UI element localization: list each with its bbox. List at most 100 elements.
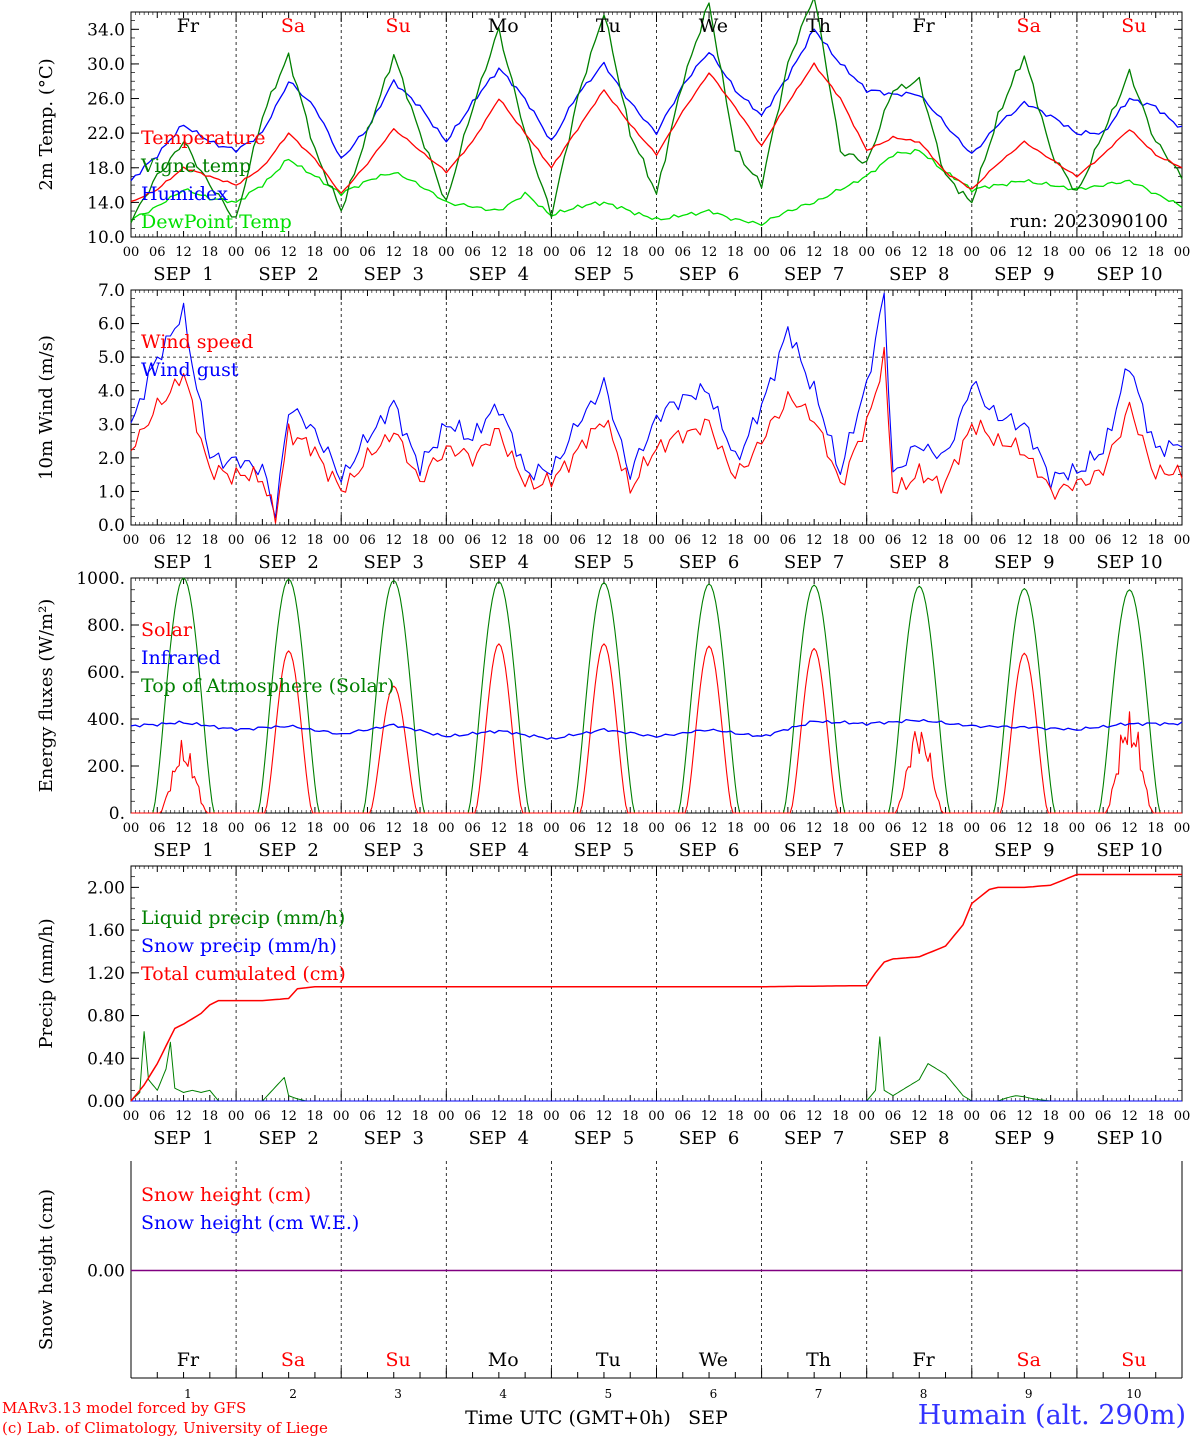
panel-layer: 10.014.018.022.026.030.034.02m Temp. (°C…	[36, 0, 1190, 1429]
solar-line	[131, 643, 1182, 814]
hour-tick-label: 12	[175, 821, 192, 836]
hour-tick-label: 00	[964, 533, 981, 548]
weekday-label: Sa	[1017, 1349, 1041, 1371]
day-number-label: 8	[920, 1387, 928, 1401]
weekday-label: Sa	[281, 15, 305, 37]
hour-tick-label: 12	[911, 1109, 928, 1124]
y-tick-label: 2.00	[87, 878, 125, 898]
date-label: SEP 8	[889, 1128, 949, 1149]
hour-tick-label: 06	[675, 533, 692, 548]
hour-tick-label: 00	[543, 533, 560, 548]
y-tick-label: 18.0	[87, 159, 125, 179]
hour-tick-label: 00	[123, 821, 140, 836]
hour-tick-label: 12	[1121, 245, 1138, 260]
date-label: SEP 1	[153, 1128, 213, 1149]
y-tick-label: 800.	[87, 616, 125, 636]
y-axis-label: Snow height (cm)	[36, 1189, 57, 1350]
panel-frame	[130, 11, 1183, 238]
date-label: SEP 3	[364, 1128, 424, 1149]
hour-tick-label: 00	[438, 821, 455, 836]
hour-tick-label: 12	[385, 821, 402, 836]
hour-tick-label: 00	[438, 1109, 455, 1124]
weekday-label: Th	[806, 1349, 831, 1371]
hour-tick-label: 12	[280, 533, 297, 548]
hour-tick-label: 18	[1147, 245, 1164, 260]
hour-tick-label: 06	[885, 533, 902, 548]
y-axis-label: Energy fluxes (W/m²)	[36, 599, 57, 793]
hour-tick-label: 06	[990, 245, 1007, 260]
hour-tick-label: 12	[280, 821, 297, 836]
hour-tick-label: 18	[1147, 1109, 1164, 1124]
hour-tick-label: 12	[491, 1109, 508, 1124]
legend-entry: Temperature	[141, 127, 265, 149]
legend-entry: Vigne temp	[140, 155, 251, 177]
hour-tick-label: 06	[464, 1109, 481, 1124]
weekday-label: Mo	[488, 1349, 519, 1371]
date-label: SEP 9	[994, 552, 1054, 573]
hour-tick-label: 06	[149, 533, 166, 548]
hour-tick-label: 18	[1042, 245, 1059, 260]
hour-tick-label: 06	[780, 245, 797, 260]
day-number-label: 9	[1025, 1387, 1033, 1401]
y-tick-label: 1000.	[76, 569, 125, 589]
weekday-label: Su	[1121, 15, 1146, 37]
day-number-label: 3	[394, 1387, 402, 1401]
hour-tick-label: 06	[464, 821, 481, 836]
hour-tick-label: 18	[307, 245, 324, 260]
hour-tick-label: 12	[1016, 245, 1033, 260]
hour-tick-label: 00	[648, 1109, 665, 1124]
date-label: SEP 3	[364, 264, 424, 285]
hour-tick-label: 18	[622, 533, 639, 548]
hour-tick-label: 18	[1147, 533, 1164, 548]
legend-entry: Liquid precip (mm/h)	[141, 907, 345, 929]
hour-tick-label: 06	[464, 533, 481, 548]
y-tick-label: 5.0	[98, 348, 125, 368]
hour-tick-label: 18	[727, 533, 744, 548]
hour-tick-label: 12	[385, 245, 402, 260]
hour-tick-label: 06	[254, 533, 271, 548]
date-label: SEP 4	[469, 552, 529, 573]
hour-tick-label: 06	[359, 533, 376, 548]
hour-tick-label: 06	[885, 821, 902, 836]
hour-tick-label: 06	[149, 1109, 166, 1124]
hour-tick-label: 06	[780, 533, 797, 548]
hour-tick-label: 00	[858, 821, 875, 836]
energy-panel: 0. 200. 400. 600. 800. 1000. Energy fluxes (W/…	[36, 569, 1190, 861]
hour-tick-label: 00	[964, 245, 981, 260]
y-tick-label: 22.0	[87, 124, 125, 144]
day-number-label: 5	[605, 1387, 613, 1401]
hour-tick-label: 18	[1042, 821, 1059, 836]
date-label: SEP 8	[889, 264, 949, 285]
hour-tick-label: 12	[701, 245, 718, 260]
hour-tick-label: 12	[175, 1109, 192, 1124]
hour-tick-label: 06	[990, 533, 1007, 548]
hour-tick-label: 18	[622, 245, 639, 260]
hour-tick-label: 00	[858, 1109, 875, 1124]
date-label: SEP 2	[258, 264, 318, 285]
hour-tick-label: 18	[937, 1109, 954, 1124]
day-number-label: 1	[184, 1387, 192, 1401]
hour-tick-label: 18	[832, 821, 849, 836]
y-tick-label: 1.60	[87, 921, 125, 941]
legend-entry: Snow precip (mm/h)	[141, 935, 337, 957]
weekday-label: Tu	[596, 1349, 621, 1371]
hour-tick-label: 06	[254, 1109, 271, 1124]
date-label: SEP 6	[679, 552, 739, 573]
hour-tick-label: 00	[753, 821, 770, 836]
weekday-label: Fr	[912, 1349, 935, 1371]
hour-tick-label: 18	[517, 1109, 534, 1124]
weekday-label: Sa	[281, 1349, 305, 1371]
lab-credit: (c) Lab. of Climatology, University of L…	[2, 1419, 328, 1437]
y-tick-label: 0.00	[87, 1092, 125, 1112]
date-label: SEP 10	[1096, 552, 1162, 573]
legend-entry: Humidex	[141, 183, 228, 205]
hour-tick-label: 12	[806, 1109, 823, 1124]
weekday-label: Su	[385, 1349, 410, 1371]
hour-tick-label: 00	[753, 245, 770, 260]
date-label: SEP 5	[574, 552, 634, 573]
hour-tick-label: 18	[727, 245, 744, 260]
hour-tick-label: 00	[438, 245, 455, 260]
hour-tick-label: 06	[569, 821, 586, 836]
wind-series-line	[130, 346, 1183, 524]
